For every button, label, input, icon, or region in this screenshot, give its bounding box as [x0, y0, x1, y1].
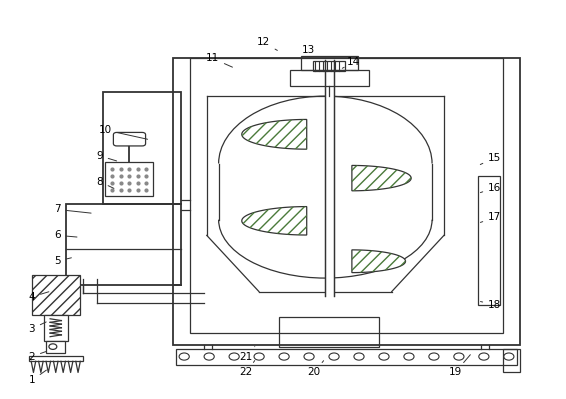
Bar — [29, 356, 83, 361]
Bar — [301, 56, 358, 70]
Text: 13: 13 — [302, 45, 315, 58]
Text: 5: 5 — [54, 256, 71, 266]
Text: 17: 17 — [481, 212, 501, 222]
Bar — [280, 317, 379, 347]
Text: 16: 16 — [481, 183, 501, 193]
Bar — [102, 92, 181, 204]
Text: 9: 9 — [96, 151, 117, 161]
Text: 1: 1 — [28, 370, 46, 385]
Bar — [190, 58, 503, 333]
Text: 7: 7 — [54, 204, 91, 214]
Text: 19: 19 — [449, 355, 470, 377]
Polygon shape — [352, 250, 405, 273]
Bar — [314, 61, 345, 71]
Text: 22: 22 — [239, 361, 255, 377]
Bar — [290, 70, 369, 86]
Bar — [32, 275, 80, 315]
Text: 11: 11 — [206, 53, 233, 67]
Text: 4: 4 — [28, 292, 49, 302]
Polygon shape — [352, 166, 411, 191]
Text: 21: 21 — [239, 347, 255, 361]
Text: 18: 18 — [481, 300, 501, 310]
Bar — [325, 60, 334, 296]
Bar — [46, 341, 65, 353]
Text: 6: 6 — [54, 230, 77, 240]
Bar — [478, 176, 500, 305]
Text: 2: 2 — [28, 352, 46, 361]
Text: 8: 8 — [96, 177, 114, 188]
Text: 12: 12 — [256, 38, 277, 50]
Text: 14: 14 — [342, 57, 360, 68]
Bar — [173, 58, 520, 345]
Bar — [44, 315, 68, 341]
Text: 20: 20 — [307, 361, 324, 377]
Bar — [66, 204, 181, 285]
FancyBboxPatch shape — [113, 132, 145, 146]
Bar — [175, 349, 517, 365]
Polygon shape — [242, 207, 307, 235]
Text: 3: 3 — [28, 322, 46, 334]
Text: 10: 10 — [98, 125, 148, 139]
Bar — [105, 162, 153, 196]
Bar — [503, 349, 520, 372]
Polygon shape — [242, 119, 307, 149]
Text: 15: 15 — [481, 153, 501, 164]
